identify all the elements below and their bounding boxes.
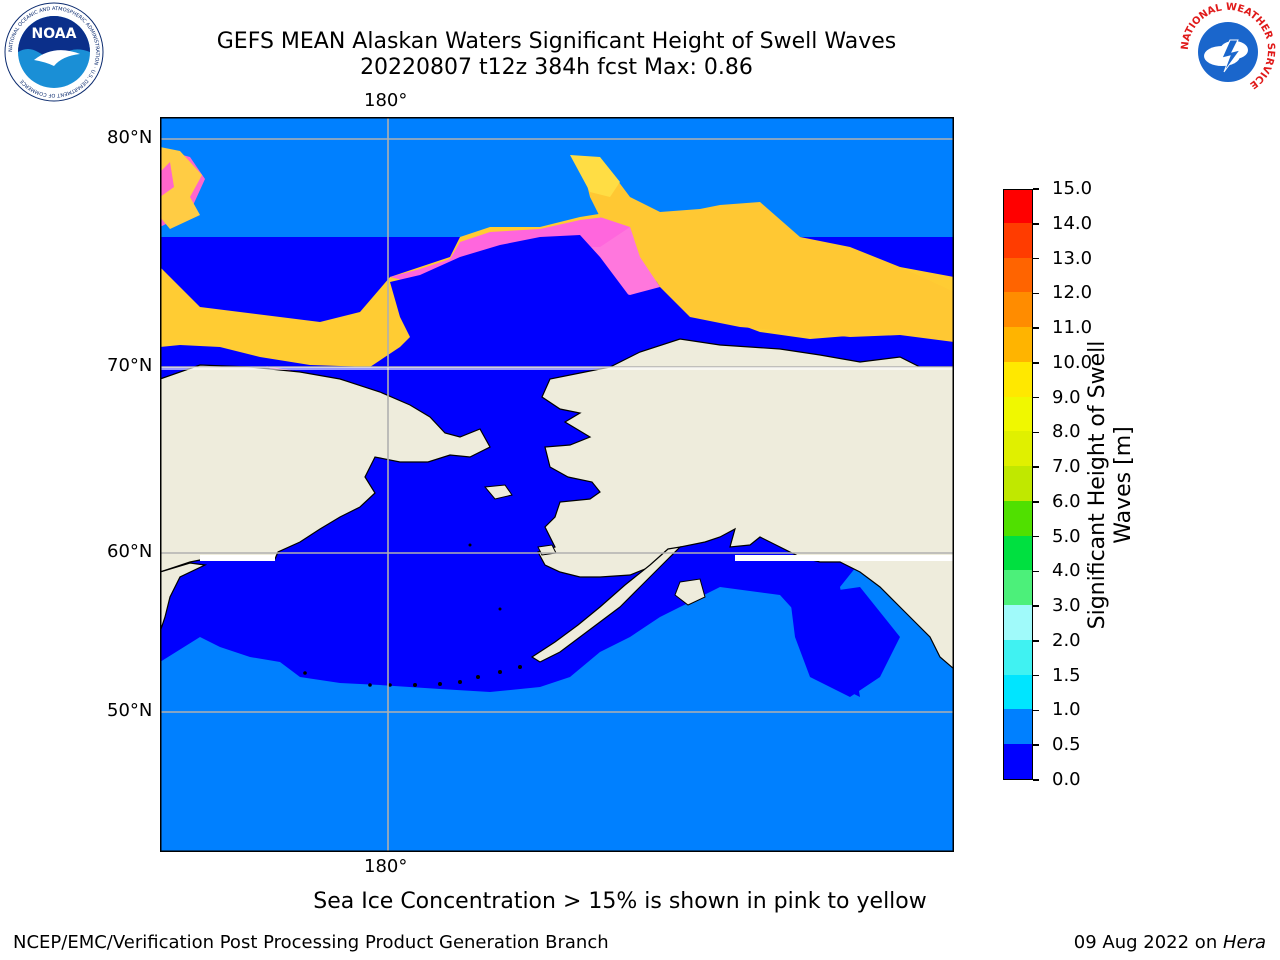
colorbar-tick <box>1033 396 1039 399</box>
colorbar-tick <box>1033 431 1039 434</box>
colorbar-tick-label: 1.5 <box>1052 664 1081 686</box>
nws-logo-icon: NATIONAL WEATHER SERVICE <box>1180 2 1276 98</box>
colorbar-segment <box>1004 430 1032 467</box>
colorbar-tick <box>1033 640 1039 642</box>
colorbar-segment <box>1004 569 1032 606</box>
map-panel <box>160 117 954 852</box>
colorbar-segment <box>1004 361 1032 397</box>
colorbar-tick-label: 8.0 <box>1052 421 1081 443</box>
colorbar-tick-label: 3.0 <box>1052 595 1081 617</box>
colorbar-tick <box>1033 674 1039 677</box>
lon-label-top: 180° <box>364 90 408 111</box>
colorbar-tick <box>1033 188 1039 190</box>
colorbar <box>1003 189 1033 780</box>
sea-ice-beaufort <box>580 157 954 342</box>
colorbar-segment <box>1004 535 1032 571</box>
colorbar-segment <box>1004 604 1032 640</box>
colorbar-tick-label: 2.0 <box>1052 629 1081 651</box>
colorbar-tick-label: 13.0 <box>1052 247 1093 269</box>
colorbar-segment <box>1004 465 1032 501</box>
colorbar-tick-label: 0.0 <box>1052 769 1081 790</box>
colorbar-segment <box>1004 639 1032 675</box>
footer-date: 09 Aug 2022 on Hera <box>1074 932 1266 953</box>
lat-label-80n: 80°N <box>107 127 153 148</box>
colorbar-tick-label: 10.0 <box>1052 351 1093 373</box>
colorbar-tick <box>1033 779 1039 781</box>
colorbar-tick <box>1033 501 1039 503</box>
colorbar-segment <box>1004 396 1032 432</box>
colorbar-segment <box>1004 257 1032 293</box>
lat-label-50n: 50°N <box>107 700 153 721</box>
noaa-logo-icon: NOAA NATIONAL OCEANIC AND ATMOSPHERIC AD… <box>4 2 104 102</box>
colorbar-tick <box>1033 292 1039 295</box>
colorbar-segment <box>1004 674 1032 710</box>
colorbar-tick-label: 1.0 <box>1052 699 1081 721</box>
chart-title: GEFS MEAN Alaskan Waters Significant Hei… <box>216 29 897 54</box>
colorbar-tick-label: 6.0 <box>1052 490 1081 512</box>
colorbar-tick <box>1033 605 1039 607</box>
colorbar-segment <box>1004 743 1032 779</box>
colorbar-tick <box>1033 570 1039 573</box>
colorbar-tick <box>1033 362 1039 364</box>
colorbar-tick-label: 5.0 <box>1052 525 1081 547</box>
alaska-waters-map <box>160 117 954 852</box>
colorbar-title: Significant Height of Swell Waves [m] <box>1085 340 1136 630</box>
colorbar-tick <box>1033 466 1039 468</box>
colorbar-tick-label: 9.0 <box>1052 386 1081 408</box>
colorbar-segment <box>1004 291 1032 328</box>
colorbar-tick-label: 4.0 <box>1052 560 1081 582</box>
colorbar-tick-label: 15.0 <box>1052 178 1093 199</box>
svg-text:NOAA: NOAA <box>32 26 77 42</box>
colorbar-tick <box>1033 257 1039 260</box>
colorbar-tick <box>1033 709 1039 712</box>
colorbar-tick-label: 12.0 <box>1052 282 1093 304</box>
colorbar-segment <box>1004 709 1032 745</box>
lat-label-70n: 70°N <box>107 355 153 376</box>
footer-credit: NCEP/EMC/Verification Post Processing Pr… <box>13 932 609 953</box>
colorbar-tick-label: 7.0 <box>1052 456 1081 478</box>
chart-subtitle: 20220807 t12z 384h fcst Max: 0.86 <box>360 55 753 80</box>
land-siberia <box>160 364 491 573</box>
colorbar-segment <box>1004 222 1032 258</box>
colorbar-tick-label: 14.0 <box>1052 212 1093 234</box>
colorbar-tick <box>1033 327 1039 329</box>
colorbar-segment <box>1004 190 1032 223</box>
colorbar-segment <box>1004 500 1032 536</box>
colorbar-tick-label: 0.5 <box>1052 734 1081 756</box>
colorbar-tick <box>1033 744 1039 746</box>
lon-label-bottom: 180° <box>364 856 408 877</box>
colorbar-segment <box>1004 326 1032 362</box>
footer-date-text: 09 Aug 2022 on <box>1073 932 1223 953</box>
colorbar-tick <box>1033 223 1039 225</box>
colorbar-tick-label: 11.0 <box>1052 317 1093 339</box>
sea-ice-footnote: Sea Ice Concentration > 15% is shown in … <box>313 889 927 914</box>
lat-label-60n: 60°N <box>107 541 153 562</box>
footer-host: Hera <box>1222 932 1266 953</box>
colorbar-tick <box>1033 535 1039 538</box>
